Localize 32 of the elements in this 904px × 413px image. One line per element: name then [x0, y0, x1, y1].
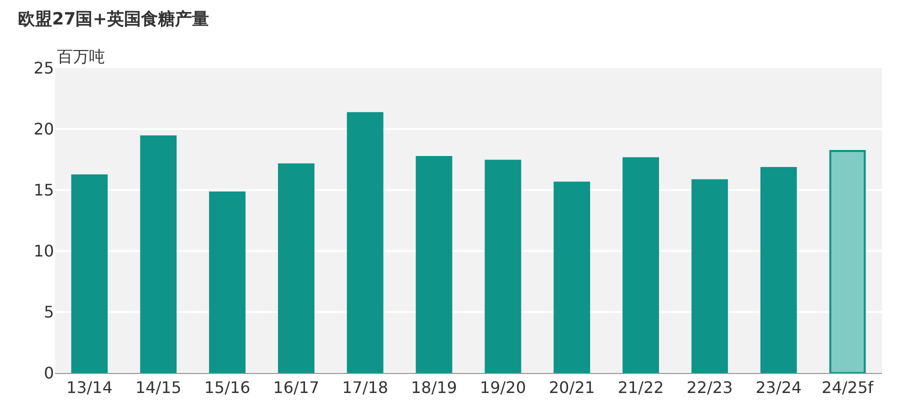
x-tick-label: 15/16 [204, 378, 250, 398]
x-tick-label: 24/25f [822, 378, 874, 398]
x-tick-label: 18/19 [410, 378, 458, 398]
bar [71, 174, 108, 373]
y-tick-label: 5 [44, 302, 54, 322]
y-tick-label: 10 [34, 242, 54, 261]
x-tick-label: 19/20 [480, 378, 526, 398]
chart-title: 欧盟27国+英国食糖产量 [18, 9, 209, 30]
x-tick-label: 16/17 [273, 378, 320, 398]
bar [829, 150, 866, 373]
y-axis-title: 百万吨 [57, 47, 105, 66]
bar [691, 179, 728, 373]
x-tick-label: 14/15 [135, 378, 182, 398]
x-tick-label: 17/18 [342, 378, 388, 398]
bar [346, 112, 384, 373]
y-tick-label: 20 [34, 120, 54, 139]
x-tick-label: 20/21 [548, 378, 595, 398]
y-tick-label: 15 [34, 180, 54, 200]
bar [622, 157, 660, 373]
bar [484, 160, 522, 373]
bar [554, 182, 590, 373]
x-tick-label: 21/22 [618, 378, 664, 398]
y-tick-label: 25 [34, 58, 54, 78]
x-tick-label: 22/23 [686, 378, 733, 398]
bar [209, 191, 246, 373]
bar [140, 135, 177, 373]
x-tick-label: 23/24 [756, 378, 802, 398]
y-tick-label: 0 [44, 364, 54, 383]
x-tick-label: 13/14 [66, 378, 113, 398]
bar [760, 167, 797, 373]
bar [278, 163, 314, 373]
bar [416, 156, 452, 373]
